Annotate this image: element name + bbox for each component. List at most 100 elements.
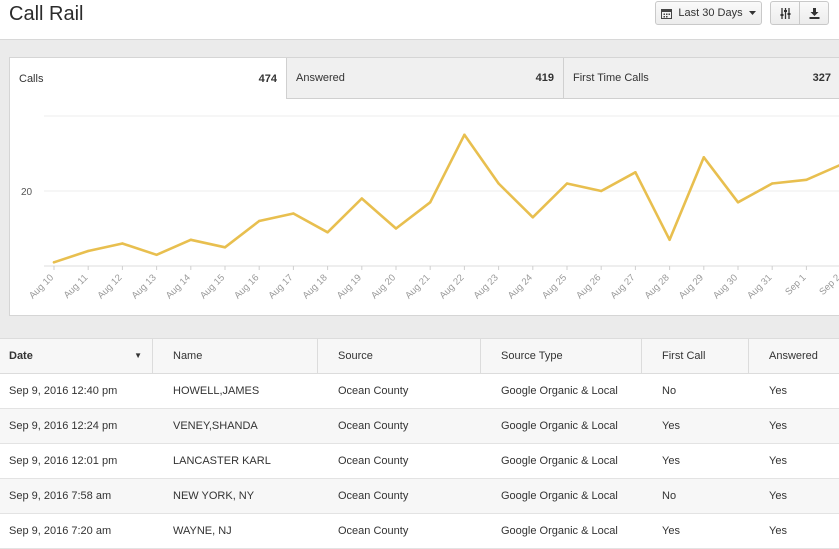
x-tick-label: Aug 22 — [437, 272, 466, 301]
column-header-source[interactable]: Source — [318, 339, 481, 373]
cell-name: VENEY,SHANDA — [173, 420, 258, 432]
data-point — [52, 261, 56, 264]
data-point — [292, 212, 295, 215]
cell-source: Ocean County — [338, 525, 409, 537]
x-tick-label: Aug 23 — [472, 272, 501, 301]
cell-source-type: Google Organic & Local — [501, 420, 618, 432]
data-point — [429, 201, 432, 204]
x-tick-label: Aug 18 — [301, 272, 330, 301]
cell-date: Sep 9, 2016 12:24 pm — [9, 420, 118, 432]
tab-calls-count: 474 — [258, 72, 277, 85]
x-tick-label: Aug 17 — [266, 272, 295, 301]
cell-name: WAYNE, NJ — [173, 525, 232, 537]
x-tick-label: Aug 11 — [62, 272, 91, 301]
x-tick-label: Aug 16 — [232, 272, 261, 301]
x-tick-label: Aug 20 — [369, 272, 398, 301]
download-button[interactable] — [799, 1, 829, 25]
cell-first-call: Yes — [662, 455, 680, 467]
cell-answered: Yes — [769, 525, 787, 537]
page-header: Call Rail Last 30 Days — [0, 0, 839, 40]
table-row[interactable]: Sep 9, 2016 12:24 pm VENEY,SHANDA Ocean … — [0, 409, 839, 444]
x-tick-label: Aug 13 — [130, 272, 159, 301]
cell-date: Sep 9, 2016 12:40 pm — [9, 385, 118, 397]
data-point — [565, 182, 569, 185]
tab-first-time-calls[interactable]: First Time Calls 327 — [563, 58, 839, 99]
tab-answered-count: 419 — [535, 72, 554, 84]
cell-source: Ocean County — [338, 490, 409, 502]
data-point — [223, 246, 227, 249]
data-point — [394, 227, 398, 230]
data-point — [121, 242, 124, 245]
data-point — [668, 238, 671, 241]
x-tick-label: Aug 27 — [608, 272, 637, 301]
series-line-calls — [52, 133, 839, 264]
filter-button[interactable] — [770, 1, 800, 25]
sort-desc-icon: ▼ — [134, 351, 142, 360]
data-point — [805, 178, 808, 181]
x-tick-label: Aug 10 — [27, 272, 56, 301]
tab-first-time-calls-count: 327 — [812, 72, 831, 84]
x-tick-label: Aug 26 — [574, 272, 603, 301]
column-header-answered[interactable]: Answered — [769, 350, 818, 362]
cell-answered: Yes — [769, 490, 787, 502]
column-header-name[interactable]: Name — [153, 339, 318, 373]
cell-source-type: Google Organic & Local — [501, 385, 618, 397]
cell-first-call: Yes — [662, 420, 680, 432]
chart-panel: Calls 474 Answered 419 First Time Calls … — [9, 57, 839, 316]
download-icon — [809, 7, 819, 19]
x-tick-label: Sep 2 — [817, 272, 839, 297]
cell-source-type: Google Organic & Local — [501, 455, 618, 467]
column-header-date[interactable]: Date ▼ — [0, 339, 153, 373]
tab-first-time-calls-label: First Time Calls — [573, 72, 649, 84]
x-tick-label: Aug 30 — [711, 272, 740, 301]
data-point — [531, 216, 534, 219]
data-point — [634, 171, 637, 174]
data-point — [463, 133, 466, 136]
tab-answered[interactable]: Answered 419 — [286, 58, 563, 99]
cell-name: NEW YORK, NY — [173, 490, 255, 502]
x-tick-label: Aug 25 — [540, 272, 569, 301]
cell-first-call: No — [662, 385, 677, 397]
x-tick-label: Aug 12 — [95, 272, 124, 301]
cell-source: Ocean County — [338, 385, 409, 397]
table-row[interactable]: Sep 9, 2016 12:01 pm LANCASTER KARL Ocea… — [0, 444, 839, 479]
table-row[interactable]: Sep 9, 2016 7:58 am NEW YORK, NY Ocean C… — [0, 479, 839, 514]
table-row[interactable]: Sep 9, 2016 7:20 am WAYNE, NJ Ocean Coun… — [0, 514, 839, 549]
x-tick-label: Sep 1 — [783, 272, 808, 297]
data-point — [736, 201, 740, 204]
cell-date: Sep 9, 2016 12:01 pm — [9, 455, 118, 467]
cell-source-type: Google Organic & Local — [501, 525, 618, 537]
cell-date: Sep 9, 2016 7:58 am — [9, 490, 112, 502]
x-tick-label: Aug 14 — [164, 272, 193, 301]
table-row[interactable]: Sep 9, 2016 12:40 pm HOWELL,JAMES Ocean … — [0, 374, 839, 409]
tab-calls[interactable]: Calls 474 — [10, 58, 286, 99]
data-point — [600, 189, 603, 193]
tab-answered-label: Answered — [296, 72, 345, 84]
x-tick-label: Aug 19 — [335, 272, 364, 301]
data-point — [155, 253, 158, 256]
cell-answered: Yes — [769, 455, 787, 467]
cell-source: Ocean County — [338, 455, 409, 467]
cell-first-call: No — [662, 490, 677, 502]
x-tick-label: Aug 21 — [403, 272, 432, 301]
data-point — [771, 182, 774, 185]
column-header-first-call[interactable]: First Call — [642, 339, 749, 373]
y-tick-label: 20 — [21, 187, 33, 198]
caret-down-icon — [748, 11, 756, 15]
x-tick-label: Aug 24 — [506, 272, 535, 301]
cell-name: HOWELL,JAMES — [173, 385, 260, 397]
cell-date: Sep 9, 2016 7:20 am — [9, 525, 112, 537]
data-point — [497, 182, 500, 185]
date-range-label: Last 30 Days — [678, 7, 743, 19]
cell-answered: Yes — [769, 385, 787, 397]
data-point — [360, 197, 363, 200]
cell-first-call: Yes — [662, 525, 680, 537]
cell-name: LANCASTER KARL — [173, 455, 271, 467]
x-tick-label: Aug 31 — [745, 272, 774, 301]
page-title: Call Rail — [9, 3, 84, 25]
column-header-source-type[interactable]: Source Type — [481, 339, 642, 373]
data-point — [87, 249, 90, 253]
date-range-dropdown[interactable]: Last 30 Days — [655, 1, 762, 25]
data-point — [189, 238, 192, 241]
